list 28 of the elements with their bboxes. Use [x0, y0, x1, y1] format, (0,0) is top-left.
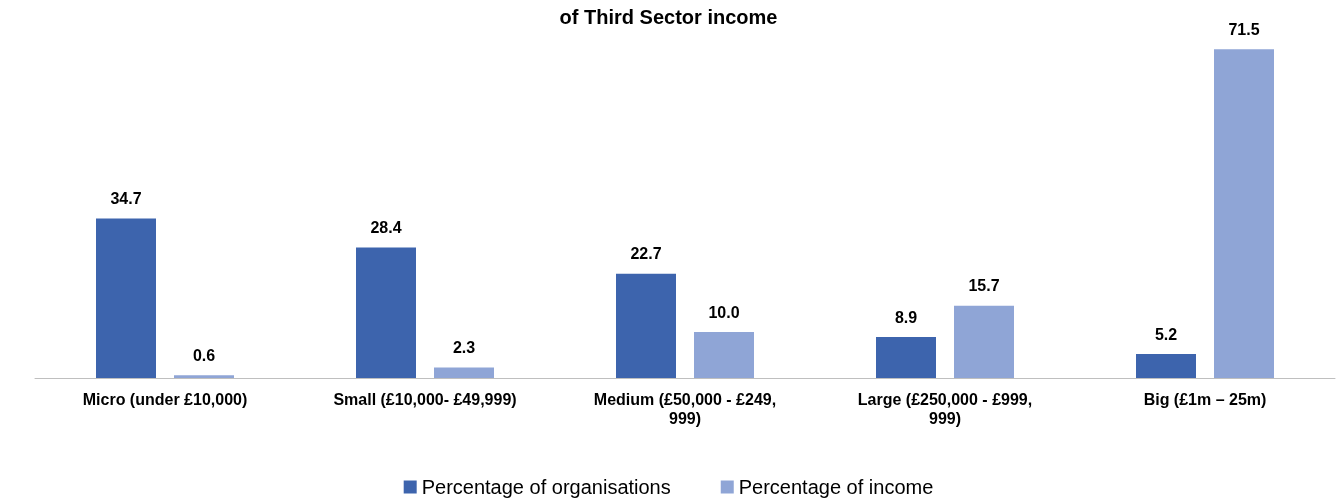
bar: [174, 375, 234, 378]
x-tick-label: Large (£250,000 - £999,999): [857, 391, 1033, 427]
bar: [434, 367, 494, 378]
data-label: 34.7: [110, 189, 142, 207]
x-tick-label: Small (£10,000- £49,999): [333, 391, 517, 408]
chart-title: of Third Sector income: [559, 6, 778, 28]
x-tick-label: Big (£1m – 25m): [1143, 391, 1267, 408]
bar: [954, 305, 1014, 378]
bar: [1214, 49, 1274, 378]
bar: [356, 247, 416, 378]
data-label: 2.3: [452, 338, 476, 356]
legend-label: Percentage of organisations: [421, 476, 671, 498]
data-label: 15.7: [968, 277, 1000, 295]
data-label: 0.6: [192, 346, 216, 364]
data-label: 71.5: [1228, 20, 1260, 38]
data-label: 22.7: [630, 245, 662, 263]
data-label: 5.2: [1154, 325, 1178, 343]
x-tick-label: Medium (£50,000 - £249,999): [593, 391, 777, 427]
bar: [694, 332, 754, 378]
data-label: 8.9: [894, 308, 918, 326]
bar: [616, 273, 676, 378]
data-label: 28.4: [370, 218, 402, 236]
bar: [876, 337, 936, 378]
bar: [96, 218, 156, 378]
x-tick-label: Micro (under £10,000): [82, 391, 248, 408]
data-label: 10.0: [708, 303, 740, 321]
legend-label: Percentage of income: [738, 476, 934, 498]
bar: [1136, 354, 1196, 378]
